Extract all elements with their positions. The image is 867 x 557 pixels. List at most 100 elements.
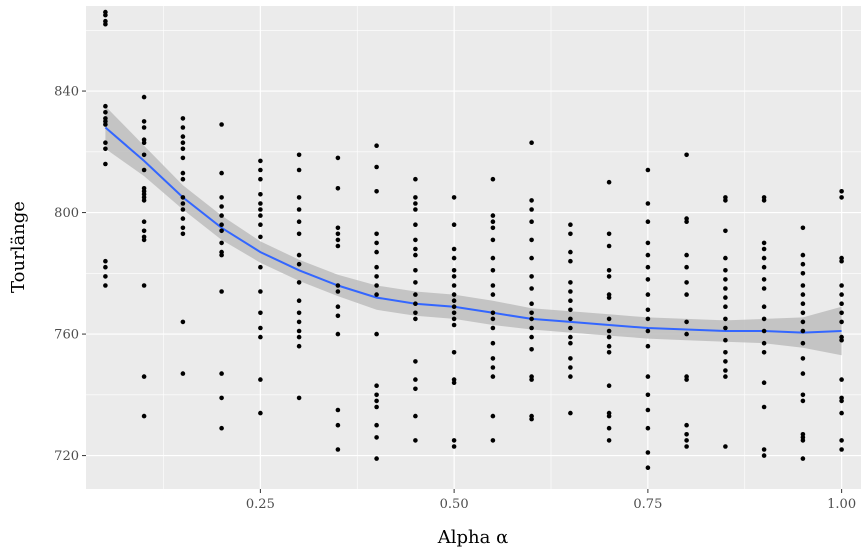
data-point	[723, 304, 728, 310]
data-point	[335, 237, 341, 243]
data-point	[296, 261, 302, 267]
data-point	[413, 207, 418, 212]
data-point	[413, 280, 418, 285]
data-point	[180, 176, 186, 182]
data-point	[839, 377, 844, 382]
data-point	[141, 167, 147, 173]
data-point	[529, 255, 534, 261]
data-point	[374, 249, 379, 255]
data-point	[413, 201, 418, 206]
data-point	[490, 237, 496, 243]
data-point	[490, 316, 496, 322]
data-point	[490, 213, 496, 218]
data-point	[645, 264, 651, 270]
data-point	[761, 328, 767, 334]
data-point	[219, 395, 224, 401]
data-point	[839, 438, 844, 443]
data-point	[723, 325, 728, 331]
data-point	[568, 356, 573, 361]
data-point	[451, 444, 457, 449]
data-point	[800, 356, 806, 361]
data-point	[529, 198, 534, 203]
data-point	[103, 110, 108, 115]
x-axis-title: Alpha α	[437, 527, 508, 548]
data-point	[645, 252, 651, 258]
data-point	[413, 237, 418, 243]
data-point	[413, 268, 418, 273]
data-point	[800, 456, 806, 461]
data-point	[258, 310, 263, 316]
data-point	[684, 292, 689, 297]
data-point	[606, 413, 612, 419]
data-point	[645, 240, 651, 246]
data-point	[684, 377, 689, 382]
data-point	[529, 347, 534, 352]
data-point	[335, 231, 341, 237]
data-point	[296, 231, 302, 237]
data-point	[219, 222, 224, 227]
data-point	[296, 310, 302, 316]
data-point	[103, 283, 108, 288]
data-point	[258, 201, 263, 206]
data-point	[645, 465, 651, 471]
data-point	[374, 422, 379, 428]
data-point	[800, 301, 806, 307]
data-point	[529, 219, 534, 224]
data-point	[335, 447, 341, 452]
data-point	[761, 286, 767, 291]
plot-panel	[86, 6, 861, 489]
data-point	[258, 167, 263, 173]
data-point	[529, 140, 534, 145]
data-point	[335, 422, 341, 428]
data-point	[723, 286, 728, 291]
data-point	[761, 447, 767, 452]
data-point	[568, 249, 573, 255]
data-point	[451, 195, 457, 200]
data-point	[180, 125, 186, 130]
data-point	[606, 274, 612, 279]
data-point	[451, 438, 457, 443]
data-point	[761, 380, 767, 386]
data-point	[839, 337, 844, 343]
data-point	[413, 438, 418, 443]
data-point	[296, 395, 302, 401]
data-point	[141, 283, 147, 288]
y-axis-title: Tourlänge	[8, 201, 29, 293]
data-point	[761, 240, 767, 246]
data-point	[800, 252, 806, 258]
data-point	[723, 444, 728, 449]
data-point	[103, 146, 108, 152]
data-point	[258, 334, 263, 340]
data-point	[529, 316, 534, 322]
data-point	[645, 307, 651, 313]
data-point	[529, 377, 534, 382]
data-point	[529, 207, 534, 212]
data-point	[800, 271, 806, 276]
data-point	[800, 328, 806, 334]
data-point	[141, 152, 147, 158]
data-point	[258, 213, 263, 218]
data-point	[645, 316, 651, 322]
data-point	[374, 383, 379, 389]
data-point	[141, 413, 147, 419]
data-point	[645, 343, 651, 349]
data-point	[335, 313, 341, 319]
data-point	[451, 274, 457, 279]
data-point	[568, 258, 573, 264]
data-point	[103, 161, 108, 167]
smooth-line-layer	[104, 126, 842, 334]
data-point	[180, 195, 186, 200]
data-point	[180, 140, 186, 145]
data-point	[761, 277, 767, 282]
data-point	[839, 398, 844, 404]
data-point	[296, 328, 302, 334]
data-point	[800, 292, 806, 297]
data-point	[258, 264, 263, 270]
data-point	[374, 456, 379, 461]
data-point	[258, 176, 263, 182]
data-point	[451, 304, 457, 310]
data-point	[141, 94, 147, 100]
data-point	[684, 422, 689, 428]
data-point	[296, 298, 302, 304]
data-point	[335, 407, 341, 413]
